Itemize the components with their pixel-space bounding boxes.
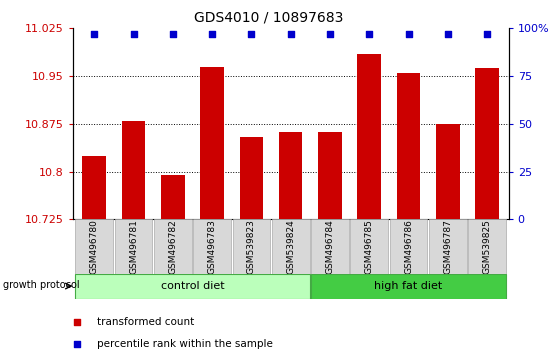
Point (207, 31, 216, 37)
Bar (161, 175, 184, 219)
Point (286, 31, 295, 37)
Point (365, 31, 374, 37)
Point (325, 31, 334, 37)
Point (443, 31, 452, 37)
Point (247, 31, 256, 37)
Text: percentile rank within the sample: percentile rank within the sample (97, 339, 273, 349)
Text: control diet: control diet (160, 281, 224, 291)
Bar (475, 68, 499, 219)
Text: GSM496785: GSM496785 (364, 219, 374, 274)
Point (73, 319, 82, 325)
Text: GSM496780: GSM496780 (90, 219, 99, 274)
Text: GSM496783: GSM496783 (207, 219, 217, 274)
Bar (468, 219, 506, 274)
Bar (436, 124, 459, 219)
Bar (75, 219, 113, 274)
Bar (115, 219, 153, 274)
Bar (397, 73, 420, 219)
Title: GDS4010 / 10897683: GDS4010 / 10897683 (194, 10, 344, 24)
Bar (240, 137, 263, 219)
Text: GSM539825: GSM539825 (482, 219, 491, 274)
Bar (429, 219, 467, 274)
Bar (154, 219, 192, 274)
Bar (193, 219, 231, 274)
Point (482, 31, 491, 37)
Text: GSM539823: GSM539823 (247, 219, 256, 274)
Text: transformed count: transformed count (97, 317, 194, 327)
Bar (357, 54, 381, 219)
Point (404, 31, 413, 37)
Point (73, 341, 82, 347)
Point (168, 31, 177, 37)
Text: GSM496787: GSM496787 (443, 219, 452, 274)
Text: GSM496786: GSM496786 (404, 219, 413, 274)
Text: growth protocol: growth protocol (3, 280, 79, 290)
Bar (122, 121, 145, 219)
Bar (75, 274, 310, 299)
Bar (311, 274, 506, 299)
Bar (233, 219, 270, 274)
Bar (390, 219, 428, 274)
Bar (279, 132, 302, 219)
Text: GSM539824: GSM539824 (286, 219, 295, 274)
Text: GSM496782: GSM496782 (168, 219, 177, 274)
Bar (318, 132, 342, 219)
Bar (350, 219, 388, 274)
Text: GSM496784: GSM496784 (325, 219, 334, 274)
Bar (272, 219, 310, 274)
Point (90, 31, 99, 37)
Bar (83, 156, 106, 219)
Bar (311, 219, 349, 274)
Bar (200, 67, 224, 219)
Point (129, 31, 138, 37)
Text: high fat diet: high fat diet (375, 281, 443, 291)
Text: GSM496781: GSM496781 (129, 219, 138, 274)
